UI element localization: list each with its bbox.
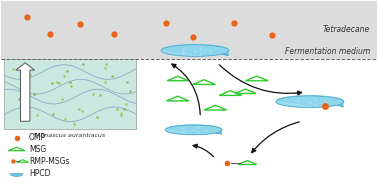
- Polygon shape: [276, 96, 344, 107]
- Text: RMP-MSGs: RMP-MSGs: [29, 157, 70, 166]
- Text: Tetradecane: Tetradecane: [322, 25, 370, 34]
- FancyArrow shape: [16, 63, 35, 121]
- Text: Monascus aurantiacus: Monascus aurantiacus: [35, 133, 105, 138]
- Wedge shape: [10, 173, 23, 177]
- Polygon shape: [166, 125, 222, 135]
- Text: HPCD: HPCD: [29, 169, 50, 178]
- FancyArrowPatch shape: [193, 144, 214, 157]
- Bar: [1, 59, 377, 183]
- Bar: [1, 1, 377, 59]
- Polygon shape: [161, 45, 229, 56]
- FancyArrowPatch shape: [172, 64, 200, 115]
- Polygon shape: [167, 125, 222, 134]
- FancyArrowPatch shape: [252, 122, 299, 153]
- Polygon shape: [278, 96, 343, 107]
- Bar: [5, 59, 136, 128]
- Polygon shape: [163, 45, 228, 56]
- Text: Fermentation medium: Fermentation medium: [285, 47, 370, 56]
- FancyArrowPatch shape: [219, 65, 302, 95]
- Text: OMP: OMP: [29, 133, 46, 142]
- Text: MSG: MSG: [29, 145, 46, 154]
